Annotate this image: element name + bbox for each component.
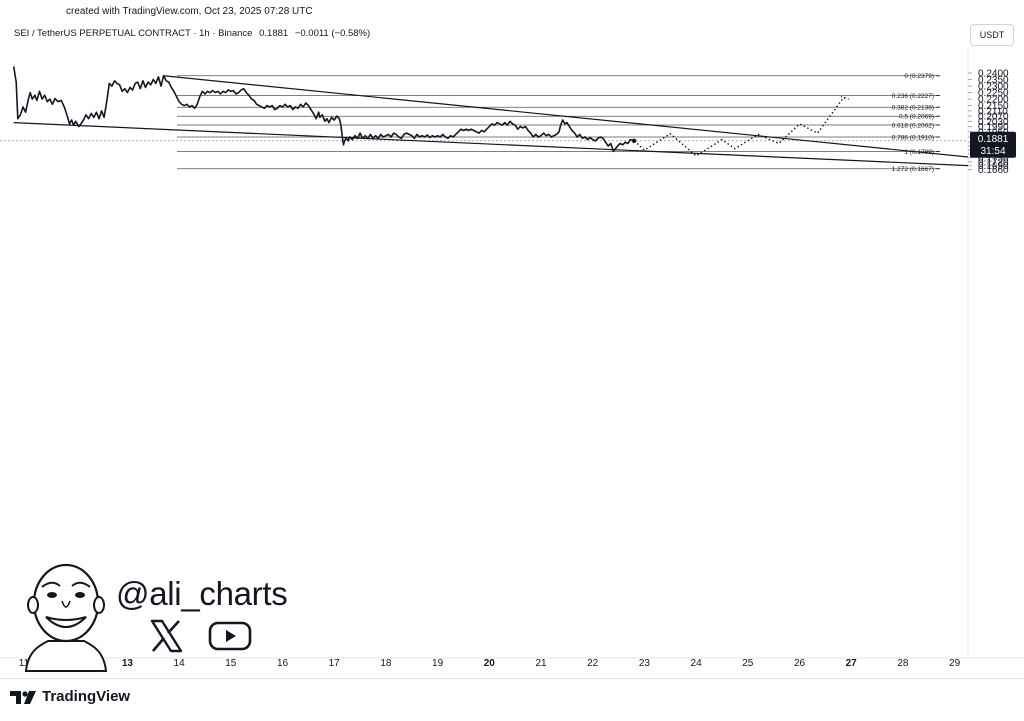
y-axis-tick-label: 0.2070: [978, 112, 1009, 123]
y-axis-tick-label: 0.2350: [978, 75, 1009, 86]
last-price-dot: [631, 138, 637, 143]
y-axis-tick-label: 0.1660: [978, 165, 1009, 176]
tradingview-logo-text: TradingView: [42, 688, 131, 705]
fib-level-label: 0.5 (0.2069): [899, 114, 934, 121]
x-axis-tick-label: 14: [174, 658, 186, 669]
x-logo-icon[interactable]: [148, 618, 184, 654]
x-axis-tick-label: 29: [949, 658, 961, 669]
created-by-text: created with TradingView.com, Oct 23, 20…: [66, 6, 313, 17]
x-axis-tick-label: 11: [19, 658, 30, 669]
fib-level-label: 1.272 (0.1667): [892, 166, 934, 173]
x-axis-tick-label: 27: [846, 658, 858, 669]
avatar-icon: [24, 563, 108, 672]
x-axis-tick-label: 15: [225, 658, 237, 669]
last-price-label: 0.1881: [978, 134, 1009, 145]
x-axis-tick-label: 24: [691, 658, 703, 669]
y-axis-tick-label: 0.1750: [978, 153, 1009, 164]
price-chart[interactable]: 0 (0.2379) 0.236 (0.2227) 0.382 (0.2138) 0.…: [0, 0, 1024, 680]
tradingview-logo[interactable]: TradingView: [10, 688, 130, 705]
symbol-info: SEI / TetherUS PERPETUAL CONTRACT · 1h ·…: [14, 28, 370, 39]
y-axis-tick-label: 0.2400: [978, 69, 1009, 80]
trendline-lower[interactable]: [13, 122, 970, 167]
projection-series-line[interactable]: [633, 95, 849, 157]
footer-divider: [0, 678, 1024, 679]
x-axis-tick-label: 23: [639, 658, 651, 669]
y-axis-tick-label: 0.1720: [978, 157, 1009, 168]
fib-level-label: 0.382 (0.2138): [892, 105, 934, 112]
x-axis-tick-label: 26: [794, 658, 806, 669]
fib-level-label: 0.786 (0.1910): [892, 134, 934, 141]
symbol-price: 0.1881: [259, 28, 289, 39]
tradingview-logo-icon: [10, 690, 36, 704]
trendline-upper[interactable]: [163, 75, 971, 158]
x-axis-tick-label: 21: [535, 658, 547, 669]
x-axis-tick-label: 28: [897, 658, 909, 669]
price-series-line[interactable]: [12, 66, 635, 153]
x-axis-tick-label: 25: [742, 658, 754, 669]
x-axis-tick-label: 20: [484, 658, 496, 669]
y-axis-tick-label: 0.1690: [978, 161, 1009, 172]
last-price-label-box: [970, 131, 1016, 158]
x-axis-tick-label: 19: [432, 658, 444, 669]
bar-countdown-label: 31:54: [980, 146, 1005, 157]
x-axis-tick-label: 17: [329, 658, 341, 669]
fib-level-label: 0.618 (0.2002): [892, 122, 934, 129]
author-handle: @ali_charts: [116, 575, 288, 612]
y-axis-tick-label: 0.2250: [978, 88, 1009, 99]
fib-level-label: 0 (0.2379): [904, 73, 934, 80]
symbol-name[interactable]: SEI / TetherUS PERPETUAL CONTRACT · 1h ·…: [14, 28, 253, 39]
y-axis-tick-label: 0.1990: [978, 122, 1009, 133]
y-axis-tick-label: 0.2300: [978, 82, 1009, 93]
x-axis-tick-label: 13: [122, 658, 134, 669]
y-axis-tick-label: 0.2110: [978, 106, 1008, 117]
x-axis-tick-label: 18: [380, 658, 392, 669]
y-axis-tick-label: 0.2150: [978, 101, 1009, 112]
x-axis-tick-label: 16: [277, 658, 289, 669]
y-axis-tick-label: 0.2030: [978, 117, 1009, 128]
fib-level-label: 0.236 (0.2227): [892, 93, 934, 100]
y-axis-tick-label: 0.2200: [978, 95, 1009, 106]
x-axis-tick-label: 22: [587, 658, 599, 669]
youtube-icon[interactable]: [208, 621, 252, 651]
symbol-change: −0.0011 (−0.58%): [294, 28, 371, 39]
currency-button[interactable]: USDT: [970, 24, 1014, 46]
